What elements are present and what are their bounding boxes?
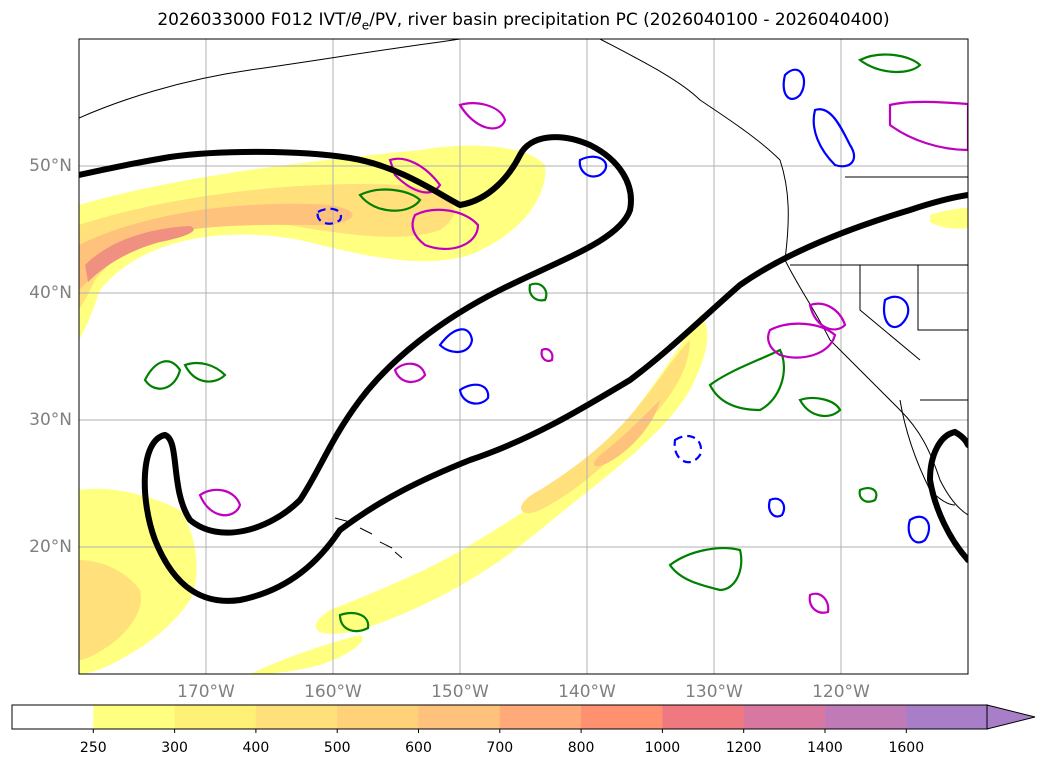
ivt-plume-north-800: [85, 226, 194, 282]
green-contour-9: [528, 282, 548, 302]
coast-west-north-america: [779, 159, 968, 516]
blue-contour-7: [882, 295, 910, 328]
blue-contour-10: [767, 497, 786, 518]
magenta-contour-5: [767, 322, 837, 359]
green-contour-1: [857, 53, 922, 74]
pv-jet-contour: [79, 134, 968, 604]
hawaii-islands: [334, 517, 403, 559]
magenta-contour-10: [540, 348, 554, 362]
colorbar-tick-label: 700: [486, 740, 514, 756]
border-nevada: [917, 265, 968, 331]
green-contours: [143, 53, 922, 633]
magenta-contour-2: [388, 157, 442, 194]
colorbar-tick-label: 400: [242, 740, 270, 756]
ivt-plume-south-400: [79, 560, 141, 660]
title-prefix: 2026033000 F012 IVT/: [157, 10, 352, 30]
lon-label-170w: 170°W: [177, 682, 235, 702]
lon-label-160w: 160°W: [304, 682, 362, 702]
lon-label-120w: 120°W: [812, 682, 870, 702]
green-contour-7: [338, 611, 370, 633]
colorbar-tick-label: 1000: [644, 740, 681, 756]
coast-alaska: [79, 39, 461, 119]
blue-contours: [316, 68, 931, 544]
ivt-plume-east: [930, 208, 968, 229]
lon-label-150w: 150°W: [431, 682, 489, 702]
green-contour-2: [358, 188, 422, 212]
blue-contour-3: [578, 155, 608, 178]
map-plot-area: [79, 39, 968, 674]
lon-label-130w: 130°W: [685, 682, 743, 702]
map-title: 2026033000 F012 IVT/θe/PV, river basin p…: [0, 10, 1047, 32]
lon-label-140w: 140°W: [558, 682, 616, 702]
coast-alaska-panhandle: [599, 39, 781, 161]
magenta-contour-6: [808, 302, 847, 331]
magenta-contour-1: [458, 102, 507, 130]
colorbar-tick-label: 1600: [888, 740, 925, 756]
ivt-plume-north-600: [79, 203, 353, 290]
colorbar-tick-label: 250: [79, 740, 107, 756]
blue-contour-1: [782, 68, 806, 100]
colorbar-tick-label: 500: [323, 740, 351, 756]
title-theta-subscript: e: [361, 18, 370, 33]
map-frame: [78, 38, 969, 675]
green-contour-10: [858, 486, 878, 503]
magenta-contour-9: [808, 592, 830, 614]
map-background: [79, 39, 968, 674]
lat-label-30n: 30°N: [29, 410, 72, 430]
ivt-plume-central-600: [593, 400, 660, 467]
blue-contour-6: [673, 434, 703, 464]
colorbar-tick-label: 800: [567, 740, 595, 756]
green-contour-8: [798, 396, 842, 418]
green-contour-6: [183, 361, 227, 383]
blue-contour-4: [438, 328, 474, 353]
colorbar-tick-label: 1200: [725, 740, 762, 756]
border-ca-nv: [859, 265, 921, 361]
pv-contour-southeast: [926, 428, 968, 563]
ivt-filled-contours: [79, 145, 968, 674]
lat-label-50n: 50°N: [29, 156, 72, 176]
green-contour-5: [143, 360, 182, 390]
colorbar-tick-label: 600: [405, 740, 432, 756]
pv-contour-main: [79, 134, 968, 604]
coastlines: [79, 39, 968, 559]
colorbar-tick-label: 1400: [807, 740, 843, 756]
green-contour-3: [708, 348, 785, 412]
blue-contour-9: [316, 207, 343, 225]
colorbar-tick-label: 300: [161, 740, 188, 756]
magenta-contour-3: [411, 208, 480, 250]
green-contour-4: [668, 547, 743, 592]
ivt-plume-central: [315, 315, 708, 634]
ivt-plume-central-400: [521, 340, 690, 514]
magenta-contour-7: [198, 488, 242, 517]
title-suffix: /PV, river basin precipitation PC (20260…: [369, 10, 890, 30]
lat-label-40n: 40°N: [29, 283, 72, 303]
title-theta: θ: [351, 10, 362, 30]
blue-contour-2: [812, 108, 856, 168]
blue-contour-8: [907, 515, 931, 544]
magenta-contour-8: [393, 362, 427, 383]
lat-label-20n: 20°N: [29, 537, 72, 557]
ivt-plume-southwest-strip: [250, 635, 363, 674]
blue-contour-5: [458, 383, 490, 405]
